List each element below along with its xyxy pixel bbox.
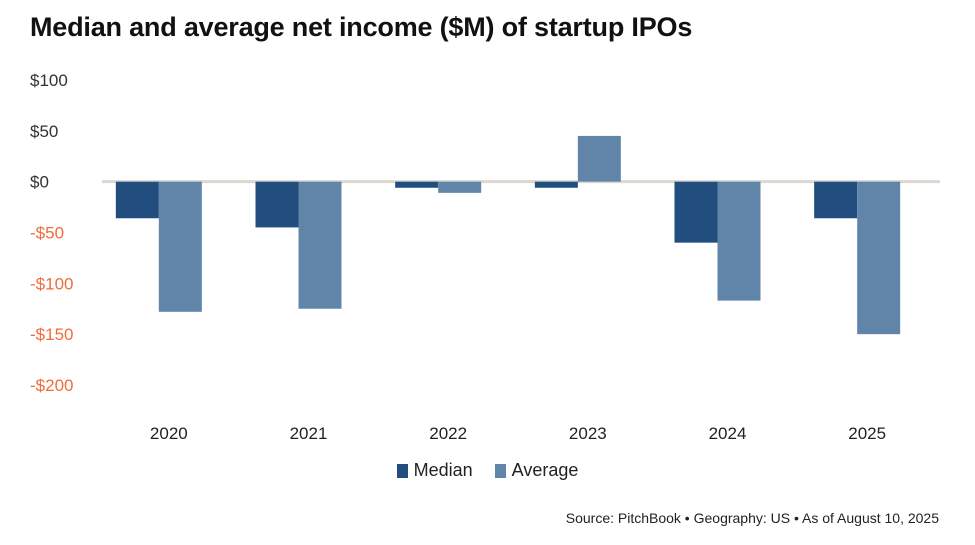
bar-average-2023: [577, 135, 621, 182]
y-tick-label: -$50: [30, 224, 64, 243]
x-tick-label: 2023: [569, 424, 607, 443]
source-note: Source: PitchBook • Geography: US • As o…: [565, 510, 939, 526]
x-tick-label: 2024: [709, 424, 747, 443]
legend-swatch-median: [396, 463, 408, 478]
bar-median-2023: [534, 181, 578, 188]
x-tick-label: 2021: [290, 424, 328, 443]
legend-swatch-average: [494, 463, 506, 478]
bars: [115, 135, 901, 335]
bar-median-2024: [674, 181, 718, 243]
legend-label-average: Average: [511, 460, 579, 480]
x-tick-label: 2020: [150, 424, 188, 443]
y-axis-ticks: $100 $50 $0 -$50 -$100 -$150 -$200: [30, 71, 73, 395]
x-tick-label: 2025: [848, 424, 886, 443]
bar-median-2020: [115, 181, 159, 219]
bar-median-2025: [814, 181, 858, 219]
bar-average-2022: [438, 181, 482, 193]
x-tick-label: 2022: [429, 424, 467, 443]
bar-median-2022: [395, 181, 439, 188]
y-tick-label: -$200: [30, 376, 73, 395]
y-tick-label: $0: [30, 173, 49, 192]
y-tick-label: $100: [30, 71, 68, 90]
y-tick-label: -$100: [30, 274, 73, 293]
x-axis-ticks: 2020 2021 2022 2023 2024 2025: [150, 424, 886, 443]
y-tick-label: -$150: [30, 325, 73, 344]
bar-average-2025: [857, 181, 901, 335]
y-tick-label: $50: [30, 122, 58, 141]
bar-average-2020: [158, 181, 202, 312]
bar-average-2021: [298, 181, 342, 309]
bar-median-2021: [255, 181, 299, 228]
legend-label-median: Median: [413, 460, 473, 480]
legend-item-median: Median: [396, 460, 473, 481]
chart-title: Median and average net income ($M) of st…: [30, 12, 693, 42]
legend-item-average: Average: [494, 460, 579, 481]
bar-average-2024: [717, 181, 761, 301]
legend: Median Average: [0, 460, 975, 481]
